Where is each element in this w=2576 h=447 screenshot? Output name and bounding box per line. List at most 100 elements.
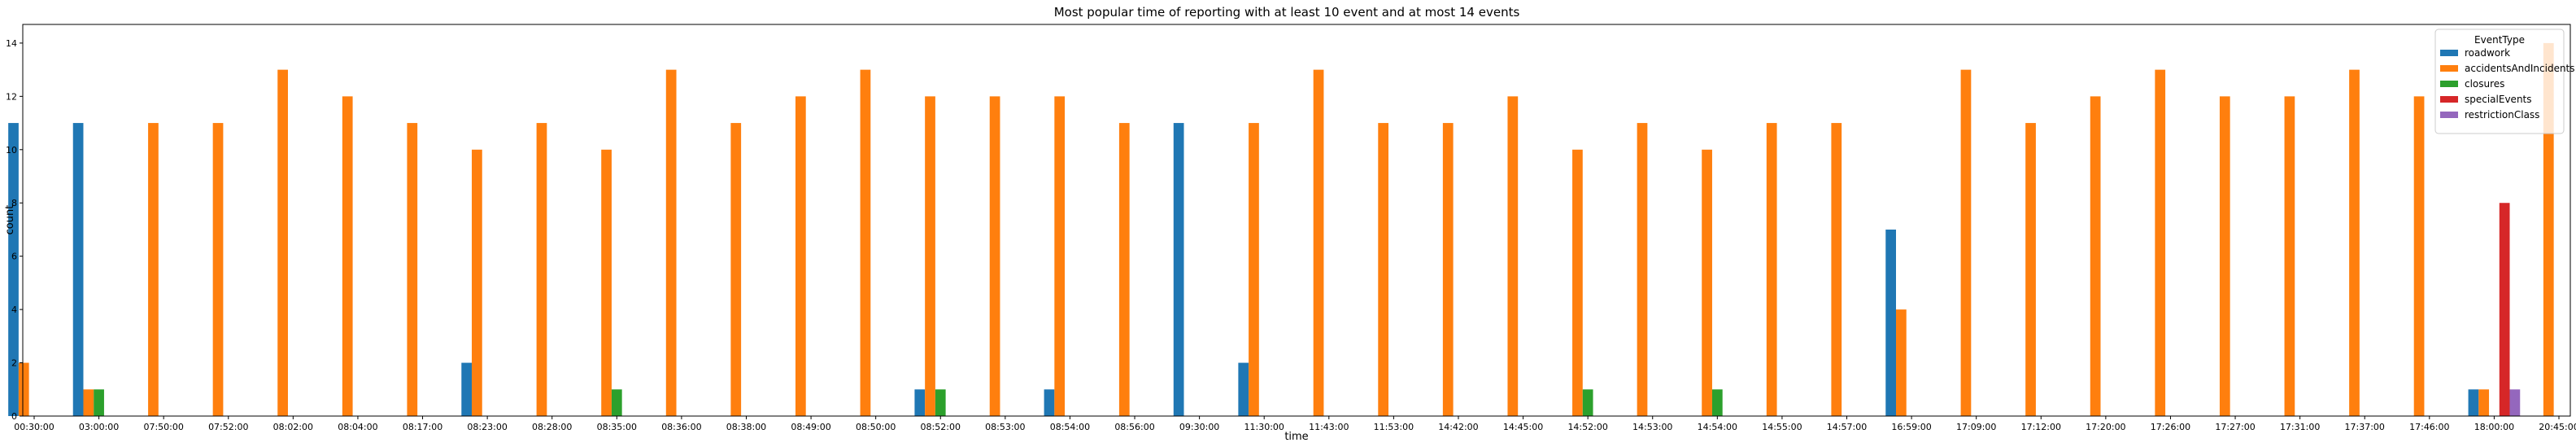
y-axis-label: count: [4, 205, 16, 235]
bar-closures-08:52:00: [935, 389, 946, 416]
x-tick-label: 08:36:00: [661, 422, 701, 432]
x-tick-label: 14:42:00: [1438, 422, 1478, 432]
legend-label-closures: closures: [2465, 78, 2504, 90]
bar-accidentsAndIncidents-14:45:00: [1507, 96, 1519, 416]
y-tick-label: 2: [11, 358, 17, 369]
bar-accidentsAndIncidents-17:27:00: [2219, 96, 2230, 416]
x-tick-label: 08:54:00: [1050, 422, 1090, 432]
bar-accidentsAndIncidents-08:17:00: [407, 123, 418, 416]
x-tick-label: 08:28:00: [532, 422, 572, 432]
bar-accidentsAndIncidents-14:42:00: [1442, 123, 1454, 416]
legend-swatch-closures: [2440, 81, 2458, 87]
legend-swatch-restrictionClass: [2440, 112, 2458, 118]
bar-accidentsAndIncidents-08:56:00: [1118, 123, 1130, 416]
x-tick-label: 17:37:00: [2345, 422, 2385, 432]
bar-accidentsAndIncidents-00:30:00: [18, 362, 29, 416]
bar-accidentsAndIncidents-16:59:00: [1896, 309, 1907, 416]
bar-accidentsAndIncidents-17:09:00: [1960, 69, 1972, 416]
bar-roadwork-03:00:00: [72, 123, 84, 416]
x-tick-label: 08:02:00: [273, 422, 313, 432]
bar-closures-03:00:00: [94, 389, 104, 416]
bar-accidentsAndIncidents-17:12:00: [2025, 123, 2036, 416]
plot-frame: [22, 24, 2571, 417]
x-tick-label: 20:45:00: [2539, 422, 2576, 432]
bar-closures-14:52:00: [1582, 389, 1593, 416]
x-tick-label: 09:30:00: [1179, 422, 1219, 432]
x-tick-label: 07:52:00: [208, 422, 248, 432]
x-axis-label: time: [1284, 431, 1308, 443]
x-tick-label: 17:31:00: [2280, 422, 2320, 432]
x-tick-label: 17:46:00: [2409, 422, 2449, 432]
x-tick-label: 11:53:00: [1374, 422, 1414, 432]
x-tick-label: 08:23:00: [467, 422, 507, 432]
bar-specialEvents-18:00:00: [2499, 203, 2510, 417]
y-tick-label: 10: [6, 145, 17, 156]
bar-accidentsAndIncidents-08:53:00: [989, 96, 1000, 416]
bar-accidentsAndIncidents-14:57:00: [1831, 123, 1842, 416]
legend-box: [2434, 28, 2565, 134]
bar-roadwork-08:52:00: [914, 389, 926, 416]
x-tick-label: 08:04:00: [338, 422, 377, 432]
bar-accidentsAndIncidents-14:54:00: [1702, 149, 1712, 417]
x-axis: 00:30:00 03:00:00 07:50:00 07:52:00 08:02:00…: [14, 416, 2576, 432]
bars-layer: [8, 42, 2554, 417]
bar-accidentsAndIncidents-08:35:00: [601, 149, 612, 417]
legend-label-accidentsAndIncidents: accidentsAndIncidents: [2465, 63, 2575, 74]
bar-accidentsAndIncidents-17:46:00: [2413, 96, 2425, 416]
bar-accidentsAndIncidents-08:54:00: [1054, 96, 1066, 416]
bar-closures-14:54:00: [1711, 389, 1723, 416]
x-tick-label: 14:52:00: [1567, 422, 1607, 432]
x-tick-label: 08:38:00: [726, 422, 766, 432]
bar-closures-08:35:00: [611, 389, 622, 416]
bar-roadwork-08:54:00: [1044, 389, 1055, 416]
legend-label-roadwork: roadwork: [2465, 47, 2510, 59]
bar-accidentsAndIncidents-17:26:00: [2155, 69, 2166, 416]
legend-swatch-accidentsAndIncidents: [2440, 65, 2458, 72]
bar-accidentsAndIncidents-17:37:00: [2349, 69, 2360, 416]
bar-accidentsAndIncidents-07:50:00: [148, 123, 159, 416]
bar-accidentsAndIncidents-08:49:00: [795, 96, 806, 416]
bar-accidentsAndIncidents-08:36:00: [665, 69, 677, 416]
bar-roadwork-11:30:00: [1238, 362, 1249, 416]
bar-accidentsAndIncidents-07:52:00: [212, 123, 224, 416]
x-tick-label: 18:00:00: [2474, 422, 2514, 432]
x-tick-label: 17:26:00: [2151, 422, 2190, 432]
x-tick-label: 16:59:00: [1891, 422, 1931, 432]
legend-items: roadwork accidentsAndIncidents closures spe…: [2440, 47, 2575, 121]
x-tick-label: 08:17:00: [403, 422, 442, 432]
x-tick-label: 08:52:00: [921, 422, 961, 432]
bar-roadwork-18:00:00: [2468, 389, 2479, 416]
legend-title: EventType: [2474, 34, 2525, 46]
y-tick-label: 8: [11, 198, 17, 208]
x-tick-label: 17:20:00: [2086, 422, 2125, 432]
x-tick-label: 08:35:00: [597, 422, 637, 432]
y-axis: 0 2 4 6 8 10 12 14: [6, 38, 23, 422]
x-tick-label: 11:30:00: [1244, 422, 1284, 432]
x-tick-label: 17:09:00: [1956, 422, 1996, 432]
bar-accidentsAndIncidents-14:53:00: [1637, 123, 1648, 416]
bar-accidentsAndIncidents-11:30:00: [1249, 123, 1259, 416]
y-tick-label: 14: [6, 38, 17, 49]
x-tick-label: 08:53:00: [985, 422, 1025, 432]
x-tick-label: 14:57:00: [1827, 422, 1867, 432]
x-tick-label: 08:49:00: [791, 422, 830, 432]
x-tick-label: 00:30:00: [14, 422, 54, 432]
bar-roadwork-16:59:00: [1885, 229, 1896, 416]
legend-label-restrictionClass: restrictionClass: [2465, 109, 2539, 121]
bar-accidentsAndIncidents-08:28:00: [536, 123, 547, 416]
x-tick-label: 17:27:00: [2215, 422, 2255, 432]
x-tick-label: 07:50:00: [143, 422, 183, 432]
y-tick-label: 12: [6, 91, 17, 102]
x-tick-label: 17:12:00: [2021, 422, 2061, 432]
bar-accidentsAndIncidents-11:43:00: [1313, 69, 1324, 416]
bar-accidentsAndIncidents-08:23:00: [472, 149, 482, 417]
bar-accidentsAndIncidents-08:52:00: [925, 96, 935, 416]
chart-title: Most popular time of reporting with at l…: [1054, 5, 1520, 20]
bar-accidentsAndIncidents-14:52:00: [1572, 149, 1583, 417]
x-tick-label: 08:50:00: [856, 422, 896, 432]
bar-roadwork-09:30:00: [1173, 123, 1184, 416]
legend-swatch-roadwork: [2440, 50, 2458, 56]
bar-accidentsAndIncidents-14:55:00: [1766, 123, 1777, 416]
